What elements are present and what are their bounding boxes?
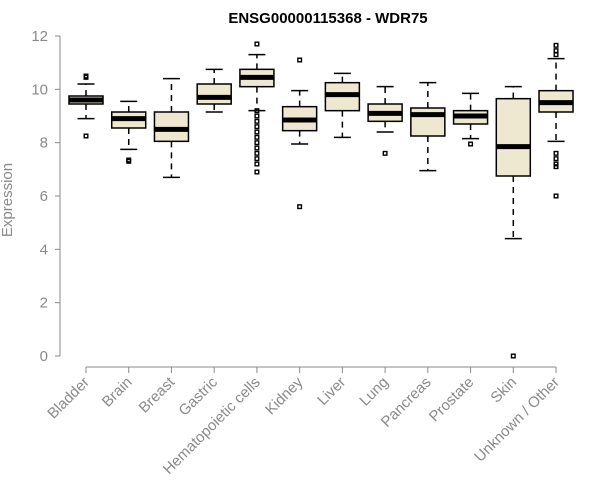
outlier-point	[510, 353, 516, 359]
chart-title: ENSG00000115368 - WDR75	[228, 10, 427, 27]
outlier-point	[382, 150, 388, 156]
outlier-point	[83, 73, 89, 79]
iqr-box	[495, 97, 532, 177]
x-tick-label: Brain	[99, 374, 136, 411]
box-group	[110, 100, 147, 164]
y-tick-label: 6	[40, 188, 48, 205]
y-tick-label: 12	[31, 28, 48, 45]
outlier-point	[553, 42, 559, 48]
outlier-point	[553, 164, 559, 170]
outlier-point	[297, 204, 303, 210]
outlier-point	[254, 156, 260, 162]
box-group	[196, 68, 232, 113]
box-series	[68, 41, 574, 359]
x-tick-label: Liver	[314, 374, 349, 409]
outlier-point	[254, 161, 260, 167]
box-group	[239, 41, 275, 175]
box-group	[281, 57, 318, 210]
y-tick-label: 2	[40, 295, 48, 312]
box-group	[68, 73, 104, 139]
outlier-point	[254, 150, 260, 156]
y-tick-label: 0	[40, 348, 48, 365]
box-group	[324, 72, 361, 139]
outlier-point	[254, 118, 260, 124]
box-group	[367, 85, 403, 156]
outlier-point	[254, 129, 260, 135]
outlier-point	[254, 134, 260, 140]
outlier-point	[254, 108, 260, 114]
iqr-box	[196, 83, 232, 105]
box-group	[495, 85, 532, 359]
outlier-point	[297, 57, 303, 63]
outlier-point	[254, 145, 260, 151]
outlier-point	[254, 124, 260, 130]
box-group	[410, 81, 446, 172]
y-tick-label: 8	[40, 135, 48, 152]
x-tick-label: Skin	[487, 374, 520, 407]
box-group	[452, 92, 489, 147]
box-group	[538, 42, 574, 199]
outlier-point	[553, 161, 559, 167]
x-tick-label: Lung	[356, 374, 392, 410]
box-group	[153, 77, 190, 179]
y-tick-label: 4	[40, 241, 48, 258]
x-tick-label: Kidney	[262, 373, 307, 418]
y-axis-label: Expression	[0, 163, 16, 237]
outlier-point	[254, 140, 260, 146]
outlier-point	[126, 157, 132, 163]
y-tick-label: 10	[31, 81, 48, 98]
x-tick-label: Bladder	[44, 374, 93, 423]
x-tick-label: Prostate	[426, 374, 478, 426]
outlier-point	[83, 133, 89, 139]
outlier-point	[254, 113, 260, 119]
x-tick-label: Breast	[136, 373, 179, 416]
outlier-point	[553, 150, 559, 156]
outlier-point	[553, 48, 559, 54]
outlier-point	[553, 52, 559, 58]
iqr-box	[153, 111, 190, 143]
outlier-point	[254, 169, 260, 175]
outlier-point	[254, 41, 260, 47]
outlier-point	[468, 141, 474, 147]
outlier-point	[553, 193, 559, 199]
outlier-point	[553, 156, 559, 162]
y-axis-ticks: 0 2 4 6 8 10 12	[31, 28, 60, 365]
